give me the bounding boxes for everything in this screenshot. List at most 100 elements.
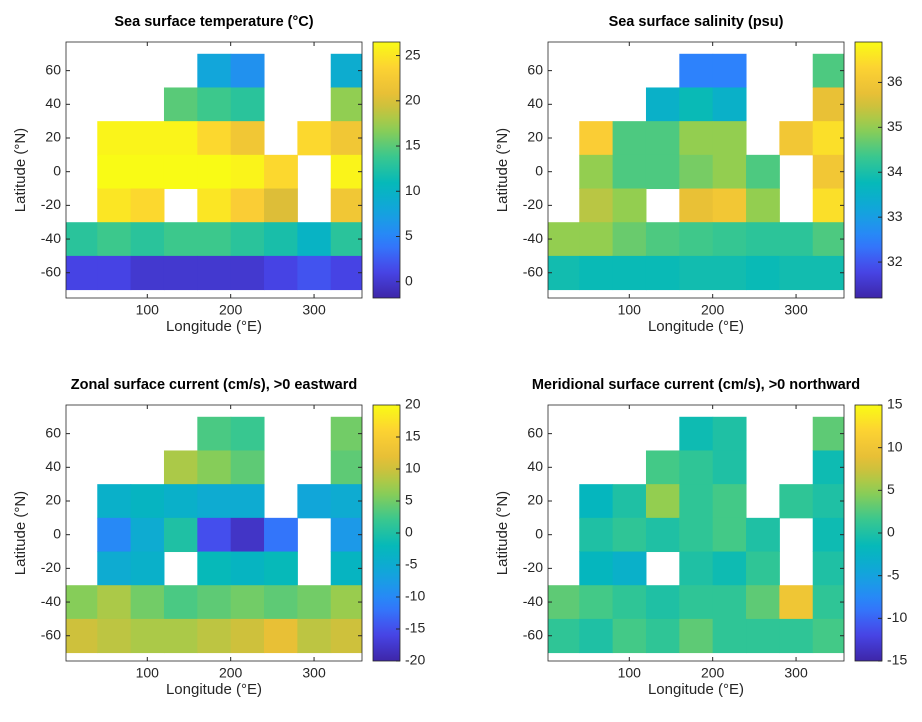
cell bbox=[548, 255, 580, 291]
cell bbox=[712, 255, 747, 291]
colorbar-tick-label: -5 bbox=[887, 566, 900, 582]
cell bbox=[679, 618, 714, 654]
cell bbox=[97, 585, 132, 620]
cell bbox=[746, 154, 780, 190]
cell bbox=[264, 188, 298, 223]
colorbar-tick-label: 15 bbox=[405, 137, 421, 153]
cell bbox=[679, 484, 714, 519]
y-tick-label: -20 bbox=[41, 559, 61, 575]
cell bbox=[579, 618, 614, 654]
cell bbox=[163, 484, 198, 519]
cell bbox=[645, 255, 680, 291]
cell bbox=[712, 87, 747, 122]
colorbar-tick-label: 10 bbox=[887, 438, 903, 454]
y-tick-label: -60 bbox=[523, 626, 543, 642]
cell bbox=[297, 255, 332, 291]
colorbar-tick-label: 25 bbox=[405, 46, 421, 62]
colorbar-tick-label: 34 bbox=[887, 163, 903, 179]
cell bbox=[66, 618, 98, 654]
cells bbox=[66, 416, 362, 654]
cell bbox=[712, 188, 747, 223]
cell bbox=[130, 585, 165, 620]
cell bbox=[812, 188, 844, 223]
colorbar-tick-label: 5 bbox=[405, 492, 413, 508]
cell bbox=[812, 450, 844, 485]
cell bbox=[645, 154, 680, 190]
cell bbox=[130, 517, 165, 553]
cell bbox=[230, 188, 265, 223]
cells bbox=[66, 53, 362, 291]
cell bbox=[812, 484, 844, 519]
x-tick-label: 100 bbox=[618, 665, 642, 681]
x-axis-label: Longitude (°E) bbox=[166, 318, 262, 335]
colorbar bbox=[854, 404, 883, 662]
cell bbox=[230, 450, 265, 485]
cell bbox=[645, 450, 680, 485]
cell bbox=[230, 484, 265, 519]
cell bbox=[679, 551, 714, 586]
cell bbox=[264, 618, 298, 654]
cell bbox=[197, 484, 232, 519]
cell bbox=[66, 585, 98, 620]
cell bbox=[746, 188, 780, 223]
cell bbox=[746, 585, 780, 620]
y-tick-label: 0 bbox=[53, 525, 61, 541]
colorbar-tick-label: -5 bbox=[405, 556, 418, 572]
colorbar-tick-label: 33 bbox=[887, 208, 903, 224]
cell bbox=[712, 618, 747, 654]
cell bbox=[163, 450, 198, 485]
cell bbox=[97, 618, 132, 654]
cell bbox=[812, 416, 844, 451]
cell bbox=[612, 121, 647, 156]
cell bbox=[297, 222, 332, 257]
cell bbox=[712, 585, 747, 620]
cell bbox=[97, 255, 132, 291]
y-tick-label: 20 bbox=[45, 129, 61, 145]
colorbar-tick-label: 5 bbox=[887, 481, 895, 497]
cell bbox=[66, 222, 98, 257]
cell bbox=[197, 121, 232, 156]
y-axis-label: Latitude (°N) bbox=[12, 491, 29, 575]
cell bbox=[230, 517, 265, 553]
cell bbox=[579, 551, 614, 586]
cell bbox=[679, 517, 714, 553]
chart-title: Sea surface temperature (°C) bbox=[114, 14, 313, 30]
cell bbox=[264, 255, 298, 291]
cell bbox=[612, 255, 647, 291]
cell bbox=[230, 154, 265, 190]
cell bbox=[779, 255, 814, 291]
cell bbox=[197, 450, 232, 485]
colorbar-tick-label: -20 bbox=[405, 652, 425, 668]
y-axis-label: Latitude (°N) bbox=[494, 128, 511, 212]
cell bbox=[712, 222, 747, 257]
cell bbox=[97, 188, 132, 223]
colorbar-tick-label: 36 bbox=[887, 73, 903, 89]
cell bbox=[330, 121, 362, 156]
cell bbox=[264, 222, 298, 257]
cell bbox=[812, 121, 844, 156]
cell bbox=[679, 222, 714, 257]
cell bbox=[264, 154, 298, 190]
cells bbox=[548, 53, 844, 291]
cell bbox=[612, 551, 647, 586]
cell bbox=[812, 517, 844, 553]
y-axis-label: Latitude (°N) bbox=[12, 128, 29, 212]
colorbar-tick-label: 0 bbox=[405, 272, 413, 288]
cell bbox=[645, 585, 680, 620]
cell bbox=[712, 484, 747, 519]
y-tick-label: 60 bbox=[45, 424, 61, 440]
cell bbox=[197, 551, 232, 586]
cell bbox=[579, 517, 614, 553]
colorbar-tick-label: -10 bbox=[887, 609, 907, 625]
cell bbox=[612, 222, 647, 257]
x-tick-label: 100 bbox=[136, 302, 160, 318]
cell bbox=[197, 53, 232, 88]
cell bbox=[97, 121, 132, 156]
cell bbox=[645, 87, 680, 122]
cell bbox=[812, 53, 844, 88]
cell bbox=[197, 416, 232, 451]
cell bbox=[297, 585, 332, 620]
x-tick-label: 200 bbox=[219, 302, 243, 318]
cell bbox=[97, 517, 132, 553]
